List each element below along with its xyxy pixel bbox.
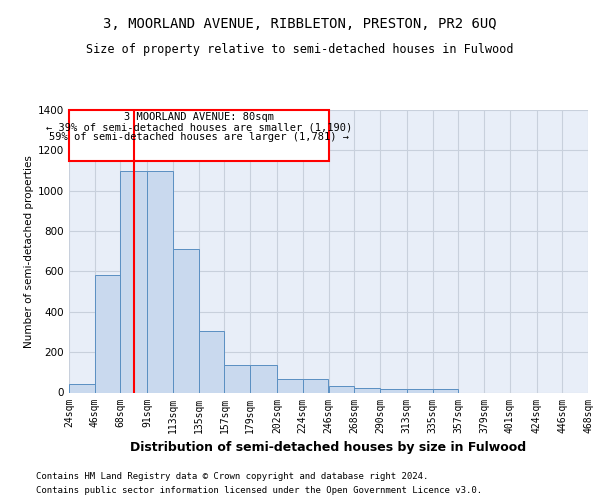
Text: Size of property relative to semi-detached houses in Fulwood: Size of property relative to semi-detach… xyxy=(86,42,514,56)
Text: Contains HM Land Registry data © Crown copyright and database right 2024.: Contains HM Land Registry data © Crown c… xyxy=(36,472,428,481)
Bar xyxy=(277,380,303,392)
Text: 3, MOORLAND AVENUE, RIBBLETON, PRESTON, PR2 6UQ: 3, MOORLAND AVENUE, RIBBLETON, PRESTON, … xyxy=(103,18,497,32)
Bar xyxy=(354,388,380,392)
Bar xyxy=(95,276,121,392)
Bar xyxy=(407,390,433,392)
Bar xyxy=(224,366,250,392)
Bar xyxy=(173,249,199,392)
Bar xyxy=(380,390,407,392)
Bar xyxy=(69,384,95,392)
X-axis label: Distribution of semi-detached houses by size in Fulwood: Distribution of semi-detached houses by … xyxy=(130,441,527,454)
Bar xyxy=(250,366,277,392)
Text: ← 39% of semi-detached houses are smaller (1,190): ← 39% of semi-detached houses are smalle… xyxy=(46,122,352,132)
Y-axis label: Number of semi-detached properties: Number of semi-detached properties xyxy=(24,155,34,348)
FancyBboxPatch shape xyxy=(69,110,329,161)
Bar xyxy=(121,170,148,392)
Bar xyxy=(329,386,354,392)
Bar xyxy=(303,380,329,392)
Text: 3 MOORLAND AVENUE: 80sqm: 3 MOORLAND AVENUE: 80sqm xyxy=(124,112,274,122)
Bar xyxy=(199,331,224,392)
Text: Contains public sector information licensed under the Open Government Licence v3: Contains public sector information licen… xyxy=(36,486,482,495)
Text: 59% of semi-detached houses are larger (1,781) →: 59% of semi-detached houses are larger (… xyxy=(49,132,349,142)
Bar xyxy=(148,170,173,392)
Bar xyxy=(433,390,458,392)
